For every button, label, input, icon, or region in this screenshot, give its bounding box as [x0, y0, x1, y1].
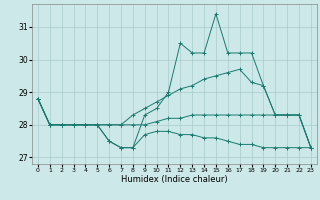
X-axis label: Humidex (Indice chaleur): Humidex (Indice chaleur): [121, 175, 228, 184]
